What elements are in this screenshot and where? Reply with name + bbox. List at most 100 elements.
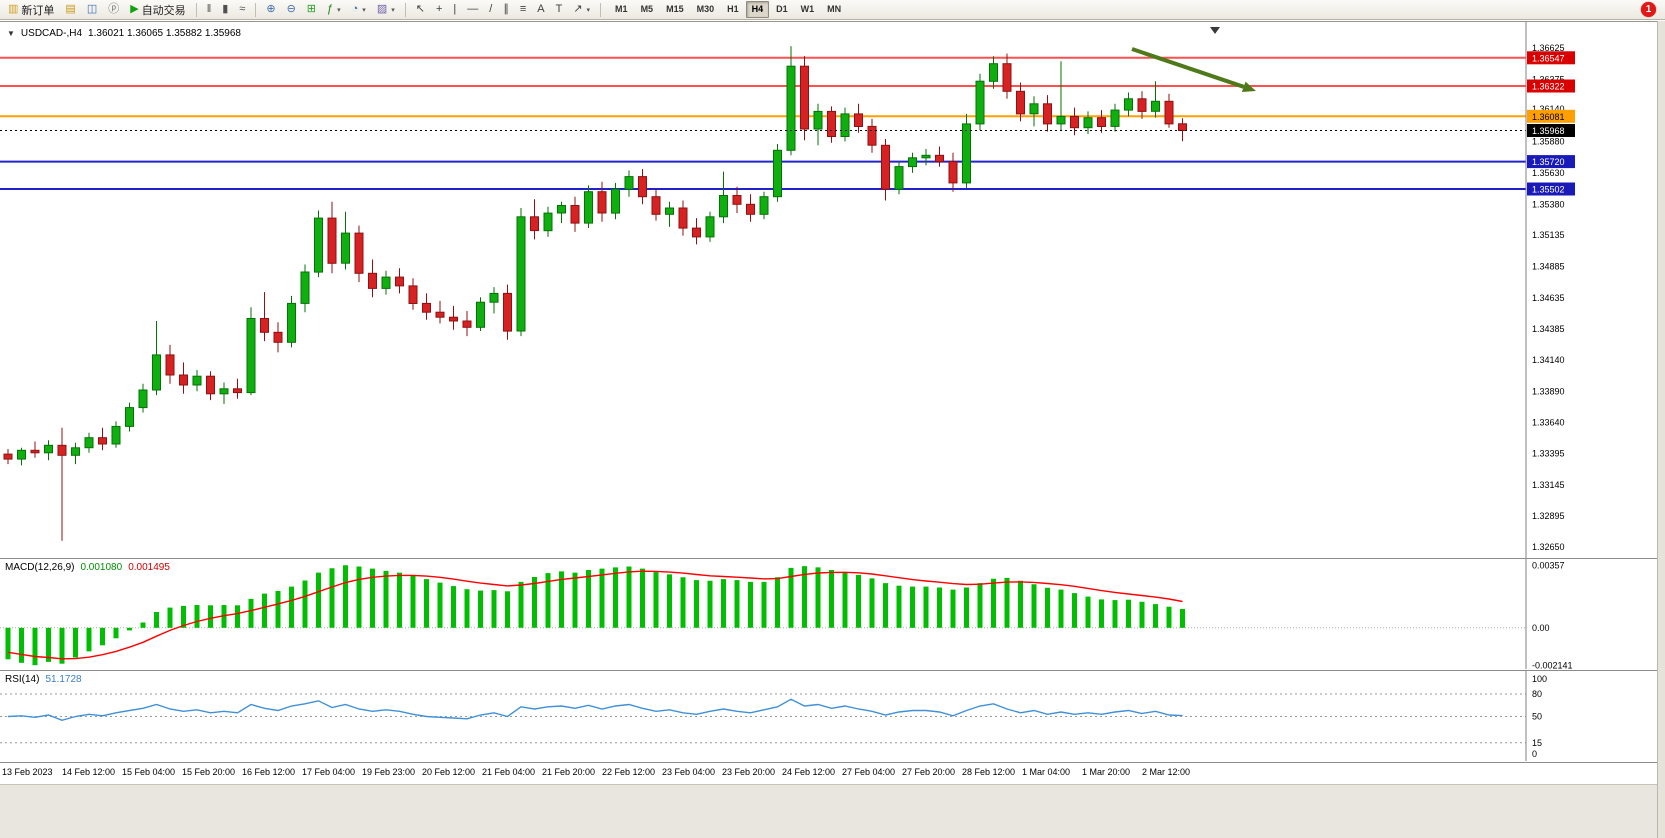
templates-button[interactable]: ▨ ▾ bbox=[372, 0, 400, 19]
rsi-line bbox=[7, 698, 1183, 722]
horizontal-line-tool-button[interactable]: — bbox=[462, 0, 483, 19]
candles-layer bbox=[3, 46, 1187, 541]
candle bbox=[341, 211, 350, 270]
notification-badge[interactable]: 1 bbox=[1641, 2, 1656, 17]
rsi-value: 51.1728 bbox=[45, 674, 82, 685]
candle bbox=[314, 210, 323, 278]
candle bbox=[30, 441, 40, 458]
macd-label: MACD(12,26,9) 0.001080 0.001495 bbox=[5, 562, 170, 573]
price-tick: 1.35380 bbox=[1532, 199, 1565, 209]
arrows-tool-button[interactable]: ↗ ▾ bbox=[568, 0, 595, 19]
candle bbox=[422, 293, 431, 320]
fibonacci-tool-button[interactable]: ≡ bbox=[515, 0, 531, 19]
channel-tool-button[interactable]: ∥ bbox=[498, 0, 514, 19]
candle bbox=[300, 264, 310, 313]
zoom-in-button[interactable]: ⊕ bbox=[261, 0, 280, 19]
candlestick-type-icon: ▮ bbox=[222, 3, 229, 15]
candle bbox=[287, 295, 296, 348]
fibonacci-tool-icon: ≡ bbox=[519, 3, 527, 15]
zoom-out-icon: ⊖ bbox=[286, 3, 296, 15]
indicators-button[interactable]: ƒ ▾ bbox=[322, 0, 346, 19]
timeframe-D1[interactable]: D1 bbox=[776, 4, 788, 14]
candle bbox=[773, 144, 782, 202]
date-label: 23 Feb 20:00 bbox=[722, 767, 776, 777]
trend-arrow[interactable] bbox=[1131, 47, 1245, 89]
candle bbox=[273, 322, 283, 353]
date-axis[interactable]: 13 Feb 2023 14 Feb 12:00 15 Feb 04:00 15 Fe… bbox=[0, 762, 1665, 784]
timeframe-M5[interactable]: M5 bbox=[640, 4, 654, 14]
candle bbox=[638, 169, 647, 205]
auto-trading-button[interactable]: ▶ 自动交易 bbox=[125, 0, 190, 19]
price-tick: 1.33890 bbox=[1532, 386, 1565, 396]
cursor-tool-button[interactable]: ↖ bbox=[411, 0, 430, 19]
candle bbox=[1056, 61, 1066, 131]
rsi-canvas[interactable]: 100 80 50 150 bbox=[0, 671, 1665, 761]
svg-text:1.35968: 1.35968 bbox=[1532, 126, 1565, 136]
candle bbox=[111, 421, 121, 448]
trendline-tool-icon: / bbox=[489, 3, 493, 15]
price-tick: 1.36140 bbox=[1532, 104, 1565, 114]
label-tool-button[interactable]: T bbox=[551, 0, 568, 19]
new-chart-button[interactable]: ▤ bbox=[60, 0, 80, 19]
candle bbox=[516, 208, 526, 337]
candle bbox=[746, 194, 755, 222]
collapse-arrow-icon[interactable]: ▼ bbox=[7, 29, 15, 38]
candle bbox=[395, 268, 404, 294]
periods-icon: ◔ bbox=[351, 3, 359, 15]
timeframe-group: M1 M5 M15 M30 H1 H4 D1 W1 MN bbox=[609, 1, 847, 18]
dropdown-arrow-icon: ▾ bbox=[337, 6, 341, 14]
date-label: 28 Feb 12:00 bbox=[962, 767, 1016, 777]
price-tag: 1.36547 bbox=[1527, 51, 1575, 65]
candle bbox=[1002, 53, 1012, 99]
date-label: 1 Mar 20:00 bbox=[1082, 767, 1131, 777]
chart-shift-marker[interactable] bbox=[1210, 27, 1220, 34]
candle bbox=[219, 382, 229, 404]
trendline-tool-button[interactable]: / bbox=[484, 0, 497, 19]
candle bbox=[408, 278, 418, 310]
macd-panel: 0.00357 0.00 -0.002141 MACD(12,26,9) 0.001… bbox=[0, 558, 1665, 669]
price-tick: 1.36625 bbox=[1532, 43, 1565, 53]
profiles-button[interactable]: ◫ bbox=[82, 0, 102, 19]
timeframe-MN[interactable]: MN bbox=[827, 4, 842, 14]
cursor-tool-icon: ↖ bbox=[415, 3, 425, 15]
timeframe-H1[interactable]: H1 bbox=[727, 4, 739, 14]
main-chart-canvas[interactable]: 1.36625 1.36375 1.36140 1.35880 1.35630 1.353… bbox=[0, 22, 1665, 558]
candle bbox=[719, 171, 728, 224]
candle bbox=[881, 139, 890, 201]
candle bbox=[57, 427, 67, 541]
timeframe-W1[interactable]: W1 bbox=[800, 4, 815, 14]
candle bbox=[948, 152, 958, 192]
date-label: 1 Mar 04:00 bbox=[1022, 767, 1071, 777]
zoom-in-icon: ⊕ bbox=[266, 3, 276, 15]
candle bbox=[233, 378, 242, 399]
zoom-out-button[interactable]: ⊖ bbox=[282, 0, 301, 19]
candle bbox=[1016, 82, 1025, 122]
bar-chart-type-button[interactable]: ‖ bbox=[202, 0, 217, 19]
tile-windows-button[interactable]: ⊞ bbox=[302, 0, 321, 19]
candle bbox=[678, 200, 688, 236]
rsi-axis-tick: 80 bbox=[1532, 689, 1542, 699]
candle bbox=[98, 427, 107, 451]
right-scrollbar[interactable] bbox=[1657, 21, 1665, 838]
timeframe-M1[interactable]: M1 bbox=[615, 4, 628, 14]
timeframe-M15[interactable]: M15 bbox=[666, 4, 684, 14]
toolbar-separator bbox=[600, 2, 602, 17]
date-label: 21 Feb 04:00 bbox=[482, 767, 536, 777]
candlestick-type-button[interactable]: ▮ bbox=[217, 0, 233, 19]
data-window-button[interactable]: ⓟ bbox=[103, 0, 124, 19]
macd-canvas[interactable]: 0.00357 0.00 -0.002141 bbox=[0, 559, 1665, 669]
periods-button[interactable]: ◔ ▾ bbox=[347, 0, 371, 19]
price-tick: 1.32895 bbox=[1532, 511, 1565, 521]
crosshair-tool-button[interactable]: + bbox=[431, 0, 447, 19]
candle bbox=[989, 56, 998, 89]
timeframe-M30[interactable]: M30 bbox=[696, 4, 715, 14]
candle bbox=[611, 182, 620, 220]
date-label: 14 Feb 12:00 bbox=[62, 767, 116, 777]
text-tool-button[interactable]: A bbox=[532, 0, 549, 19]
candle bbox=[665, 201, 674, 227]
vertical-line-tool-button[interactable]: | bbox=[448, 0, 461, 19]
new-order-button[interactable]: ▥ 新订单 bbox=[3, 0, 59, 19]
candle bbox=[462, 311, 472, 337]
timeframe-H4[interactable]: H4 bbox=[745, 1, 770, 18]
line-chart-type-button[interactable]: ≈ bbox=[234, 0, 250, 19]
